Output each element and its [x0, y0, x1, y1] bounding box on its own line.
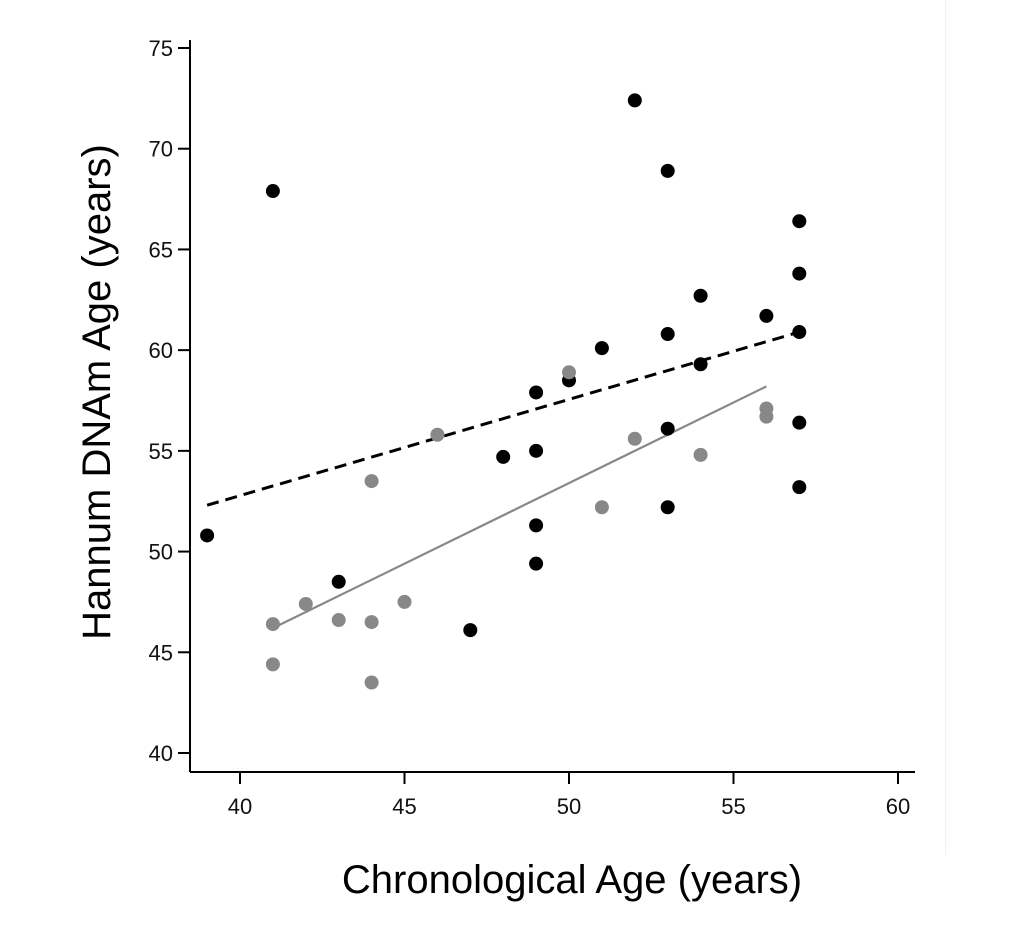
data-point-gray	[627, 431, 642, 446]
x-axis-title: Chronological Age (years)	[342, 858, 802, 902]
x-tick-label: 40	[228, 794, 252, 819]
data-point-black	[759, 308, 774, 323]
data-point-gray	[364, 675, 379, 690]
data-point-black	[792, 214, 807, 229]
x-tick-label: 55	[721, 794, 745, 819]
data-point-black	[265, 184, 280, 199]
x-tick-label: 45	[392, 794, 416, 819]
y-tick-label: 40	[149, 741, 173, 766]
data-point-black	[331, 574, 346, 589]
data-point-gray	[364, 615, 379, 630]
data-point-black	[693, 357, 708, 372]
y-tick-label: 45	[149, 640, 173, 665]
data-point-gray	[265, 657, 280, 672]
data-point-black	[463, 623, 478, 638]
data-point-gray	[397, 594, 412, 609]
data-points	[200, 93, 807, 690]
data-point-black	[693, 288, 708, 303]
data-point-gray	[430, 427, 445, 442]
data-point-gray	[298, 596, 313, 611]
data-point-black	[200, 528, 215, 543]
y-tick-label: 65	[149, 237, 173, 262]
x-tick-label: 50	[557, 794, 581, 819]
fit-line-solid	[272, 385, 767, 630]
data-point-black	[792, 266, 807, 281]
data-point-black	[496, 449, 511, 464]
data-point-gray	[693, 447, 708, 462]
y-tick-label: 55	[149, 439, 173, 464]
y-tick-label: 60	[149, 338, 173, 363]
data-point-black	[660, 163, 675, 178]
data-point-black	[660, 500, 675, 515]
data-point-black	[792, 415, 807, 430]
fit-lines	[206, 330, 800, 630]
data-point-gray	[759, 409, 774, 424]
data-point-black	[660, 327, 675, 342]
y-tick-label: 75	[149, 36, 173, 61]
data-point-gray	[265, 617, 280, 632]
data-point-black	[792, 325, 807, 340]
data-point-black	[529, 518, 544, 533]
y-axis-title: Hannum DNAm Age (years)	[75, 144, 119, 640]
data-point-gray	[562, 365, 576, 380]
data-point-black	[529, 385, 544, 400]
data-point-black	[792, 480, 807, 495]
fit-line-dashed	[206, 330, 800, 507]
axes: 40 45 50 55 60 65 70 75 40 45 50 55 60	[149, 36, 915, 819]
data-point-black	[594, 341, 609, 356]
y-tick-label: 50	[149, 540, 173, 565]
right-border-line	[945, 0, 946, 855]
data-point-black	[660, 421, 675, 436]
data-point-gray	[331, 613, 346, 628]
data-point-gray	[594, 500, 609, 515]
x-tick-label: 60	[886, 794, 910, 819]
data-point-black	[529, 443, 544, 458]
data-point-gray	[364, 474, 379, 489]
y-tick-label: 70	[149, 137, 173, 162]
data-point-black	[627, 93, 642, 108]
data-point-black	[529, 556, 544, 571]
